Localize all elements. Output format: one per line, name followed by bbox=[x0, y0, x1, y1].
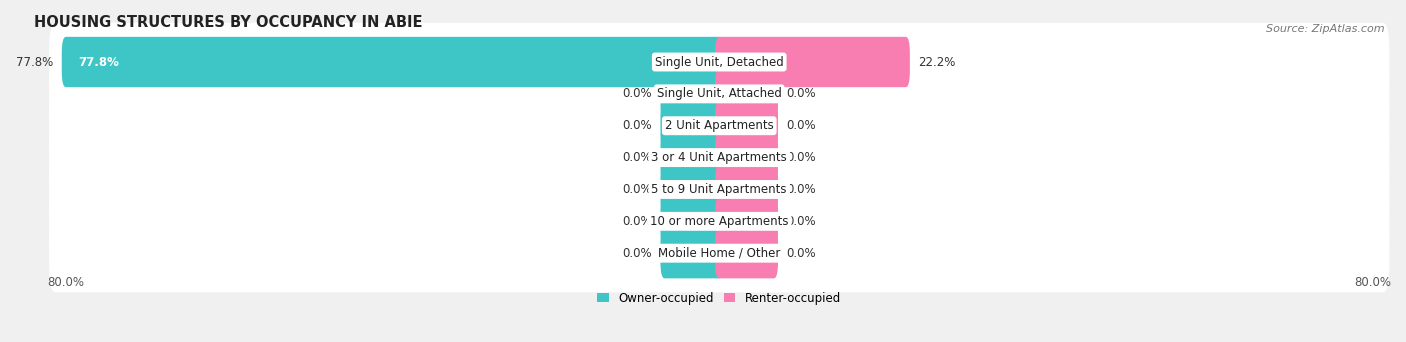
Text: 77.8%: 77.8% bbox=[15, 55, 53, 68]
FancyBboxPatch shape bbox=[716, 228, 778, 278]
FancyBboxPatch shape bbox=[661, 196, 724, 247]
FancyBboxPatch shape bbox=[716, 69, 778, 119]
Text: Single Unit, Attached: Single Unit, Attached bbox=[657, 87, 782, 100]
FancyBboxPatch shape bbox=[49, 87, 1389, 165]
FancyBboxPatch shape bbox=[716, 37, 910, 87]
FancyBboxPatch shape bbox=[661, 132, 724, 183]
FancyBboxPatch shape bbox=[716, 132, 778, 183]
FancyBboxPatch shape bbox=[49, 214, 1389, 292]
Text: 77.8%: 77.8% bbox=[79, 55, 120, 68]
Text: 0.0%: 0.0% bbox=[786, 183, 815, 196]
FancyBboxPatch shape bbox=[62, 37, 724, 87]
Text: 0.0%: 0.0% bbox=[786, 119, 815, 132]
Text: 0.0%: 0.0% bbox=[786, 87, 815, 100]
FancyBboxPatch shape bbox=[716, 164, 778, 215]
Text: 0.0%: 0.0% bbox=[623, 87, 652, 100]
Text: 5 to 9 Unit Apartments: 5 to 9 Unit Apartments bbox=[651, 183, 787, 196]
Text: 0.0%: 0.0% bbox=[786, 151, 815, 164]
FancyBboxPatch shape bbox=[661, 101, 724, 151]
Text: 22.2%: 22.2% bbox=[918, 55, 956, 68]
FancyBboxPatch shape bbox=[49, 23, 1389, 101]
Legend: Owner-occupied, Renter-occupied: Owner-occupied, Renter-occupied bbox=[593, 287, 846, 310]
Text: 0.0%: 0.0% bbox=[623, 183, 652, 196]
Text: 0.0%: 0.0% bbox=[786, 215, 815, 228]
FancyBboxPatch shape bbox=[49, 150, 1389, 229]
Text: Single Unit, Detached: Single Unit, Detached bbox=[655, 55, 783, 68]
Text: 0.0%: 0.0% bbox=[623, 215, 652, 228]
Text: 0.0%: 0.0% bbox=[623, 247, 652, 260]
FancyBboxPatch shape bbox=[716, 101, 778, 151]
FancyBboxPatch shape bbox=[661, 228, 724, 278]
FancyBboxPatch shape bbox=[49, 118, 1389, 197]
FancyBboxPatch shape bbox=[49, 182, 1389, 261]
FancyBboxPatch shape bbox=[661, 164, 724, 215]
Text: 3 or 4 Unit Apartments: 3 or 4 Unit Apartments bbox=[651, 151, 787, 164]
Text: 10 or more Apartments: 10 or more Apartments bbox=[650, 215, 789, 228]
FancyBboxPatch shape bbox=[716, 196, 778, 247]
Text: Source: ZipAtlas.com: Source: ZipAtlas.com bbox=[1267, 24, 1385, 34]
Text: HOUSING STRUCTURES BY OCCUPANCY IN ABIE: HOUSING STRUCTURES BY OCCUPANCY IN ABIE bbox=[34, 15, 423, 30]
Text: 0.0%: 0.0% bbox=[623, 151, 652, 164]
FancyBboxPatch shape bbox=[49, 55, 1389, 133]
Text: 0.0%: 0.0% bbox=[623, 119, 652, 132]
Text: 80.0%: 80.0% bbox=[1354, 276, 1391, 289]
Text: Mobile Home / Other: Mobile Home / Other bbox=[658, 247, 780, 260]
Text: 0.0%: 0.0% bbox=[786, 247, 815, 260]
Text: 80.0%: 80.0% bbox=[48, 276, 84, 289]
Text: 2 Unit Apartments: 2 Unit Apartments bbox=[665, 119, 773, 132]
FancyBboxPatch shape bbox=[661, 69, 724, 119]
